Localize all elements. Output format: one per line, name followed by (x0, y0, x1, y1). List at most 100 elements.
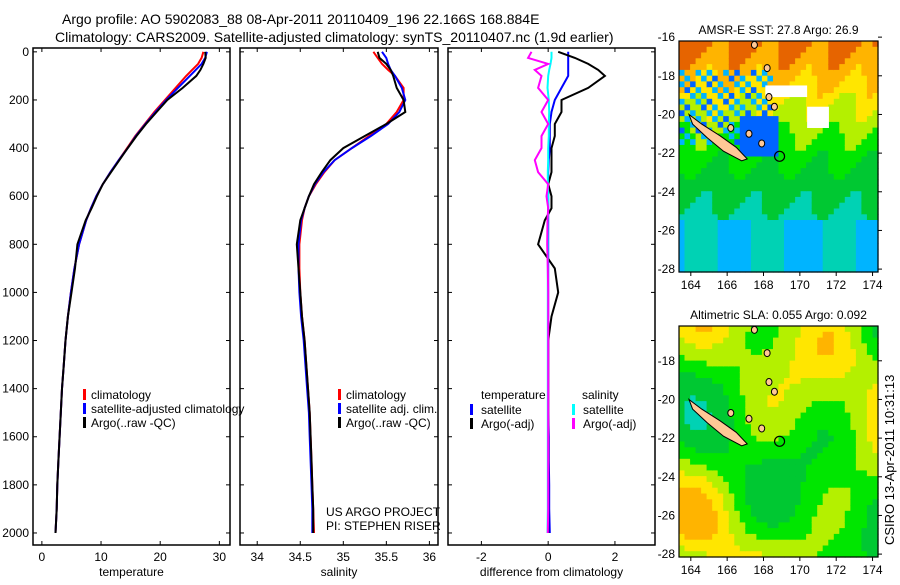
map-cell (728, 441, 735, 448)
map-cell (828, 243, 835, 250)
map-cell (795, 237, 802, 244)
map-cell (684, 52, 691, 59)
map-cell (811, 441, 818, 448)
map-cell (773, 266, 780, 273)
map-cell (844, 470, 851, 477)
map-cell (872, 487, 879, 495)
map-cell (778, 476, 785, 483)
map-cell (717, 412, 724, 419)
map-cell (866, 116, 873, 123)
map-cell (833, 424, 840, 431)
map-cell (728, 202, 735, 210)
map-cell (773, 202, 780, 210)
map-cell (701, 104, 708, 111)
map-cell (679, 406, 686, 414)
map-cell (690, 383, 697, 391)
map-cell (706, 539, 713, 547)
map-cell (861, 168, 868, 175)
map-cell (706, 476, 713, 483)
project-credit: US ARGO PROJECT (326, 505, 441, 519)
map-cell (723, 354, 730, 362)
map-cell (712, 173, 719, 181)
map-cell (684, 127, 691, 134)
map-cell (701, 52, 708, 59)
map-cell (866, 545, 873, 552)
map-cell (828, 533, 835, 541)
map-cell (795, 493, 802, 500)
map-cell (861, 225, 868, 233)
map-cell (679, 162, 686, 169)
map-cell (750, 331, 757, 339)
map-cell (800, 144, 807, 152)
map-cell (872, 98, 879, 106)
map-cell (717, 487, 724, 495)
map-cell (739, 354, 746, 362)
map-cell (811, 458, 818, 466)
map-cell (767, 528, 774, 535)
map-cell (784, 337, 791, 344)
map-cell (684, 539, 691, 547)
map-cell (767, 231, 774, 238)
map-cell (828, 493, 835, 500)
map-cell (734, 185, 741, 192)
map-cell (778, 412, 785, 419)
map-cell (839, 378, 846, 385)
map-cell (701, 447, 708, 454)
map-cell (872, 225, 879, 233)
map-cell (750, 260, 757, 267)
map-cell (806, 260, 813, 267)
map-cell (811, 208, 818, 215)
map-cell (789, 196, 796, 204)
map-cell (861, 343, 868, 350)
map-cell (861, 144, 868, 152)
map-cell (679, 58, 686, 65)
map-cell (811, 87, 818, 94)
map-cell (761, 81, 768, 88)
map-cell (723, 389, 730, 396)
map-cell (789, 173, 796, 181)
map-cell (839, 41, 846, 48)
map-cell (839, 248, 846, 256)
map-cell (839, 243, 846, 250)
map-cell (723, 493, 730, 500)
map-cell (723, 248, 730, 256)
map-cell (795, 470, 802, 477)
map-cell (695, 248, 702, 256)
map-cell (734, 98, 741, 106)
map-cell (778, 237, 785, 244)
map-cell (723, 266, 730, 273)
map-cell (861, 481, 868, 489)
map-cell (745, 441, 752, 448)
map-cell (855, 424, 862, 431)
map-cell (844, 453, 851, 460)
map-cell (723, 52, 730, 59)
map-cell (773, 121, 780, 129)
map-cell (795, 533, 802, 541)
map-cell (706, 75, 713, 83)
map-cell (844, 260, 851, 267)
map-cell (839, 121, 846, 129)
map-cell (767, 202, 774, 210)
map-cell (806, 435, 813, 443)
map-cell (839, 343, 846, 350)
map-cell (800, 52, 807, 59)
map-cell (784, 326, 791, 333)
map-cell (761, 254, 768, 262)
map-cell (861, 424, 868, 431)
map-cell (679, 516, 686, 523)
map-cell (839, 110, 846, 117)
map-cell (817, 75, 824, 83)
map-cell (850, 266, 857, 273)
map-cell (784, 110, 791, 117)
map-cell (828, 389, 835, 396)
map-cell (679, 208, 686, 215)
map-cell (866, 464, 873, 471)
map-cell (745, 354, 752, 362)
map-cell (822, 64, 829, 71)
map-cell (861, 46, 868, 54)
map-cell (844, 168, 851, 175)
map-cell (695, 447, 702, 454)
map-cell (839, 528, 846, 535)
map-cell (728, 453, 735, 460)
map-cell (817, 435, 824, 443)
